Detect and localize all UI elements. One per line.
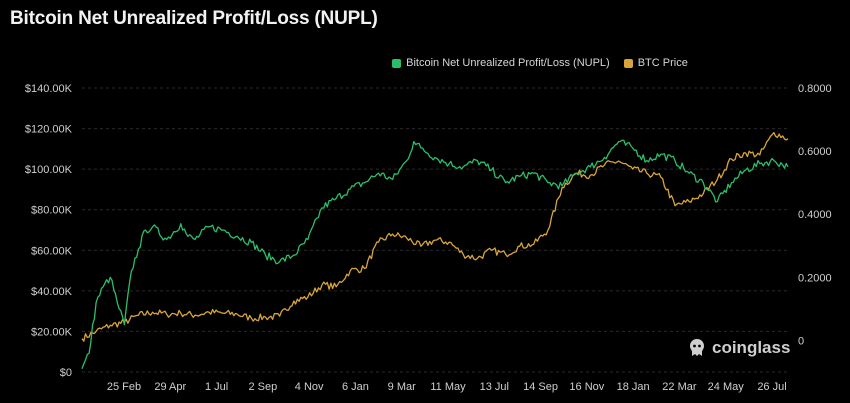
legend-swatch-btc-price [623,58,633,68]
x-tick-label: 2 Sep [248,381,277,393]
coinglass-watermark: coinglass [688,338,790,358]
y-left-tick-label: $140.00K [25,83,73,95]
brand-name: coinglass [712,338,791,357]
legend-label-nupl: Bitcoin Net Unrealized Profit/Loss (NUPL… [406,57,610,69]
x-tick-label: 14 Sep [523,381,558,393]
nupl-line [81,139,789,370]
x-tick-label: 4 Nov [295,381,324,393]
btc-price-line [81,131,789,342]
x-tick-label: 18 Jan [617,381,650,393]
legend-swatch-nupl [392,58,402,68]
y-left-tick-label: $120.00K [25,124,73,136]
coinglass-logo-icon [690,339,704,356]
y-left-tick-label: $40.00K [31,286,73,298]
x-tick-label: 25 Feb [107,381,141,393]
y-left-tick-label: $0 [60,367,72,379]
legend-item-nupl[interactable]: Bitcoin Net Unrealized Profit/Loss (NUPL… [162,57,610,69]
y-right-tick-label: 0 [798,335,804,347]
y-left-tick-label: $100.00K [25,164,73,176]
y-left-tick-label: $60.00K [31,245,73,257]
legend-item-btc-price[interactable]: BTC Price [623,57,688,69]
x-tick-label: 26 Jul [757,381,786,393]
x-tick-label: 1 Jul [205,381,228,393]
x-tick-label: 16 Nov [569,381,604,393]
chart-legend: Bitcoin Net Unrealized Profit/Loss (NUPL… [0,57,850,69]
x-tick-label: 6 Jan [342,381,369,393]
x-tick-label: 24 May [708,381,745,393]
page-title: Bitcoin Net Unrealized Profit/Loss (NUPL… [10,8,378,29]
x-tick-label: 29 Apr [154,381,186,393]
x-tick-label: 11 May [430,381,466,393]
y-left-tick-label: $80.00K [31,205,73,217]
x-tick-label: 9 Mar [388,381,416,393]
y-right-tick-label: 0.2000 [798,272,832,284]
x-tick-label: 13 Jul [480,381,509,393]
y-right-tick-label: 0.8000 [798,83,832,95]
y-right-tick-label: 0.6000 [798,146,832,158]
y-left-tick-label: $20.00K [31,326,73,338]
y-right-tick-label: 0.4000 [798,209,832,221]
legend-label-btc-price: BTC Price [637,57,688,69]
x-tick-label: 22 Mar [662,381,697,393]
